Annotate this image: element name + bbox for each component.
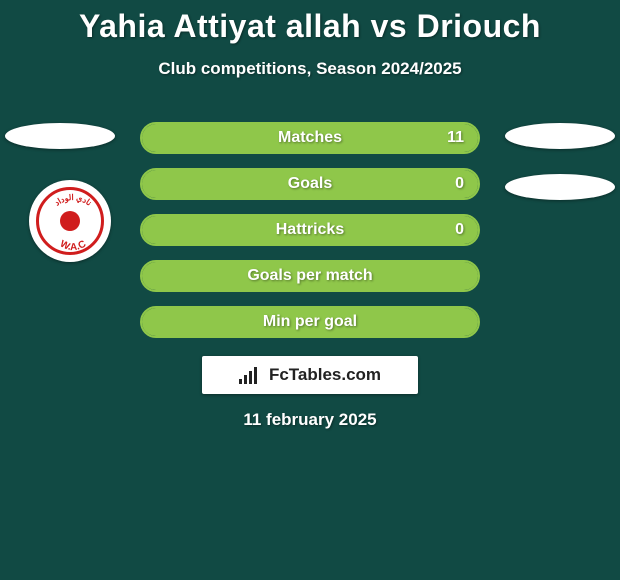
snapshot-date: 11 february 2025	[0, 410, 620, 430]
stat-row-goals-per-match: Goals per match	[140, 260, 480, 292]
club-badge-inner: نادي الوداد W.A.C	[36, 187, 104, 255]
page-title: Yahia Attiyat allah vs Driouch	[0, 0, 620, 45]
club-badge: نادي الوداد W.A.C	[29, 180, 111, 262]
svg-text:W.A.C: W.A.C	[58, 239, 88, 254]
player-right-avatar-placeholder-1	[505, 123, 615, 149]
fctables-logo: FcTables.com	[202, 356, 418, 394]
stat-label: Goals	[288, 175, 332, 193]
bars-icon	[239, 366, 257, 384]
stat-value: 0	[455, 175, 464, 193]
badge-text: W.A.C	[58, 239, 88, 254]
stat-label: Goals per match	[247, 267, 372, 285]
stat-label: Hattricks	[276, 221, 344, 239]
stat-value: 0	[455, 221, 464, 239]
player-right-avatar-placeholder-2	[505, 174, 615, 200]
stat-row-matches: Matches 11	[140, 122, 480, 154]
comparison-card: { "header": { "title": "Yahia Attiyat al…	[0, 0, 620, 580]
stat-value: 11	[447, 129, 464, 147]
stat-row-hattricks: Hattricks 0	[140, 214, 480, 246]
svg-text:نادي الوداد: نادي الوداد	[53, 193, 94, 208]
stat-label: Min per goal	[263, 313, 357, 331]
stat-row-goals: Goals 0	[140, 168, 480, 200]
page-subtitle: Club competitions, Season 2024/2025	[0, 59, 620, 79]
player-left-avatar-placeholder	[5, 123, 115, 149]
stats-rows: Matches 11 Goals 0 Hattricks 0 Goals per…	[140, 122, 480, 352]
stat-label: Matches	[278, 129, 342, 147]
logo-text: FcTables.com	[269, 365, 381, 385]
stat-row-min-per-goal: Min per goal	[140, 306, 480, 338]
